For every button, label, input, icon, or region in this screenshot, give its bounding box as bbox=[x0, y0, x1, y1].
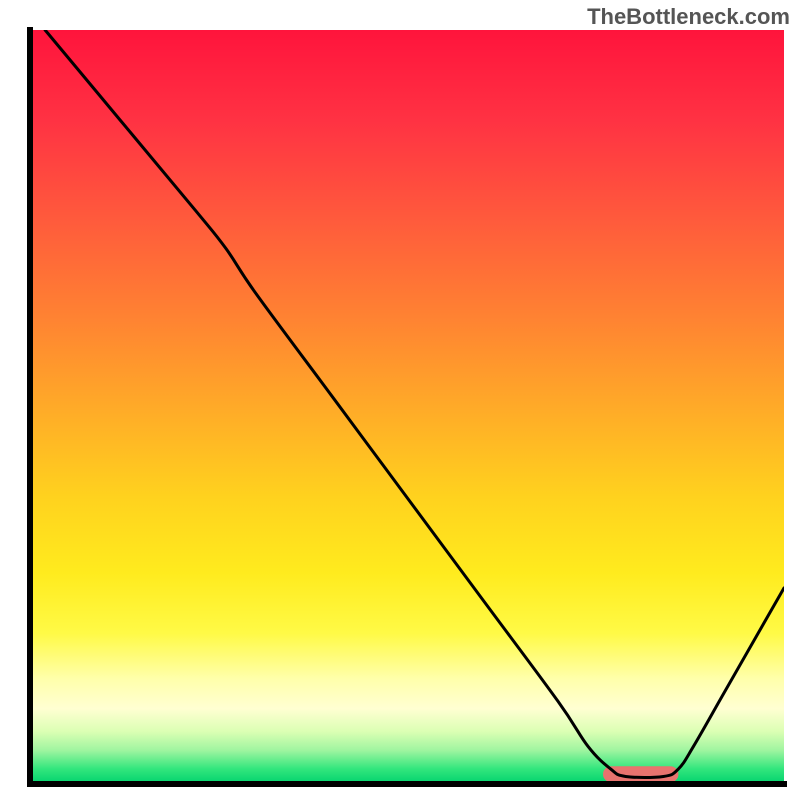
watermark-text: TheBottleneck.com bbox=[587, 4, 790, 30]
chart-background bbox=[30, 30, 784, 784]
bottleneck-chart bbox=[0, 0, 800, 800]
optimal-range-marker bbox=[603, 766, 678, 782]
margin-right bbox=[784, 0, 800, 800]
margin-left bbox=[0, 0, 30, 800]
chart-container: TheBottleneck.com bbox=[0, 0, 800, 800]
